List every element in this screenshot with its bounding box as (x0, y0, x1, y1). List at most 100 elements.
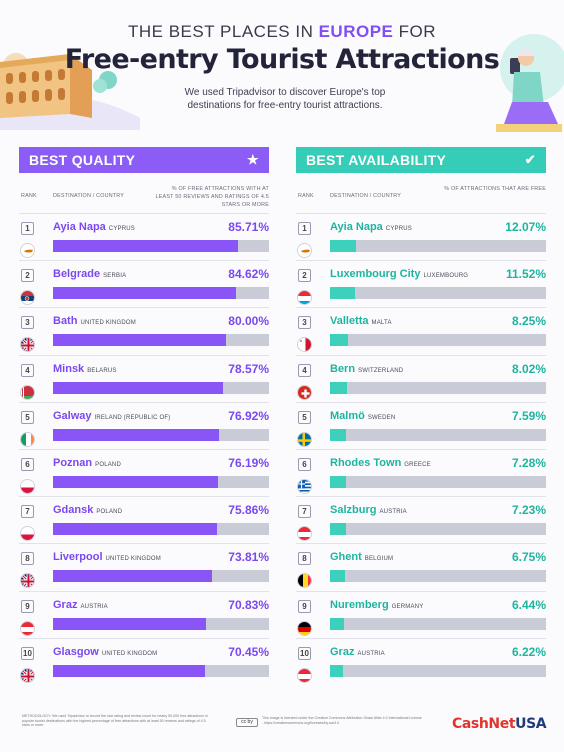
colosseum-illustration (0, 53, 140, 130)
destination-label: Malmö SWEDEN (330, 410, 395, 422)
bar-track (330, 664, 546, 677)
city-name: Ayia Napa (330, 221, 383, 233)
table-row: 4 Minsk BELARUS 78.57% (19, 354, 269, 401)
bar-value-label: 70.45% (228, 644, 269, 659)
uk-flag-icon (20, 573, 35, 589)
bar-value-label: 7.23% (511, 503, 546, 518)
rank-badge: 2 (21, 269, 34, 283)
austria-flag-icon (297, 667, 312, 683)
ireland-flag-icon (20, 431, 35, 447)
table-row: 5 Galway IRELAND (REPUBLIC OF) 76.92% (19, 401, 269, 448)
bar-value-label: 84.62% (228, 267, 269, 282)
bar-value-label: 73.81% (228, 550, 269, 565)
best-availability-title: BEST AVAILABILITY (306, 152, 447, 168)
brand-logo[interactable]: CashNetUSA (452, 716, 547, 732)
country-name: SWEDEN (367, 414, 396, 421)
city-name: Gdansk (53, 504, 94, 517)
city-name: Minsk (53, 362, 85, 375)
country-name: UNITED KINGDOM (101, 650, 158, 657)
destination-label: Nuremberg GERMANY (330, 599, 423, 611)
rank-badge: 8 (21, 552, 34, 566)
header-kicker-emphasis: EUROPE (318, 22, 394, 41)
country-name: IRELAND (REPUBLIC OF) (94, 414, 171, 421)
city-name: Rhodes Town (330, 457, 402, 469)
bar-track (53, 664, 269, 677)
header-kicker-suffix: FOR (393, 22, 436, 41)
creative-commons-badge: cc by (236, 718, 258, 727)
bar (53, 287, 236, 300)
germany-flag-icon (297, 620, 312, 636)
destination-label: Galway IRELAND (REPUBLIC OF) (53, 410, 170, 422)
bar (330, 240, 357, 252)
page-subtitle: We used Tripadvisor to discover Europe's… (184, 87, 386, 111)
bar-track (330, 570, 546, 583)
country-name: SERBIA (103, 273, 127, 280)
table-row: 8 Ghent BELGIUM 6.75% (296, 543, 546, 589)
table-row: 10 Glasgow UNITED KINGDOM 70.45% (19, 637, 269, 684)
best-availability-column-headers: RANK DESTINATION / COUNTRY % OF ATTRACTI… (296, 181, 546, 211)
bar (330, 570, 345, 583)
destination-label: Valletta MALTA (330, 315, 392, 327)
destination-column-header: DESTINATION / COUNTRY (53, 193, 125, 199)
table-row: 9 Graz AUSTRIA 70.83% (19, 590, 269, 637)
destination-label: Glasgow UNITED KINGDOM (53, 646, 157, 658)
table-row: 1 Ayia Napa CYPRUS 85.71% (19, 213, 269, 259)
bar (53, 476, 218, 488)
bar-value-label: 76.92% (228, 408, 269, 423)
city-name: Belgrade (53, 268, 101, 281)
rank-badge: 1 (21, 222, 34, 235)
rank-column-header: RANK (21, 193, 37, 199)
destination-label: Gdansk POLAND (53, 504, 122, 516)
country-name: SWITZERLAND (358, 367, 404, 374)
destination-label: Graz AUSTRIA (330, 646, 385, 658)
country-name: BELGIUM (364, 556, 394, 563)
bar (53, 617, 206, 630)
sweden-flag-icon (297, 431, 312, 447)
metric-column-header: % OF FREE ATTRACTIONS WITH AT LEAST 50 R… (155, 186, 269, 208)
rank-badge: 2 (298, 269, 311, 283)
bar (53, 570, 213, 583)
header-kicker-prefix: THE BEST PLACES IN (128, 22, 319, 41)
bar (53, 523, 217, 536)
serbia-flag-icon (20, 290, 35, 306)
table-row: 6 Poznan POLAND 76.19% (19, 449, 269, 495)
bar-value-label: 8.02% (511, 361, 546, 376)
bar-track (330, 287, 546, 300)
footer: METHODOLOGY: We used Tripadvisor to reco… (0, 710, 564, 752)
destination-column-header: DESTINATION / COUNTRY (330, 193, 402, 199)
rank-badge: 5 (21, 410, 34, 424)
city-name: Luxembourg City (330, 268, 421, 281)
destination-label: Ayia Napa CYPRUS (53, 221, 135, 233)
country-name: UNITED KINGDOM (105, 556, 161, 563)
destination-label: Belgrade SERBIA (53, 268, 126, 280)
bar-track (330, 428, 546, 441)
table-row: 2 Luxembourg City LUXEMBOURG 11.52% (296, 260, 546, 306)
header-kicker: THE BEST PLACES IN EUROPE FOR (0, 22, 564, 42)
bar (330, 476, 346, 488)
uk-flag-icon (20, 667, 35, 683)
austria-flag-icon (20, 620, 35, 636)
bar (53, 664, 206, 677)
bar (330, 523, 346, 536)
bar-value-label: 7.59% (511, 408, 546, 423)
bar (330, 428, 347, 441)
bar-track (330, 334, 546, 347)
cyprus-flag-icon (297, 243, 312, 258)
rank-badge: 10 (298, 646, 311, 660)
country-name: MALTA (371, 320, 392, 327)
country-name: CYPRUS (108, 226, 136, 232)
country-name: AUSTRIA (357, 650, 385, 657)
city-name: Ghent (330, 551, 362, 564)
city-name: Salzburg (330, 504, 377, 517)
rank-badge: 9 (298, 599, 311, 613)
city-name: Bath (53, 315, 78, 328)
city-name: Poznan (53, 457, 93, 469)
star-icon: ★ (247, 152, 259, 167)
table-row: 2 Belgrade SERBIA 84.62% (19, 260, 269, 306)
bar-track (53, 570, 269, 583)
best-quality-panel: BEST QUALITY ★ RANK DESTINATION / COUNTR… (19, 147, 269, 683)
bar-track (53, 287, 269, 300)
rank-column-header: RANK (298, 193, 314, 199)
bar-track (53, 617, 269, 630)
